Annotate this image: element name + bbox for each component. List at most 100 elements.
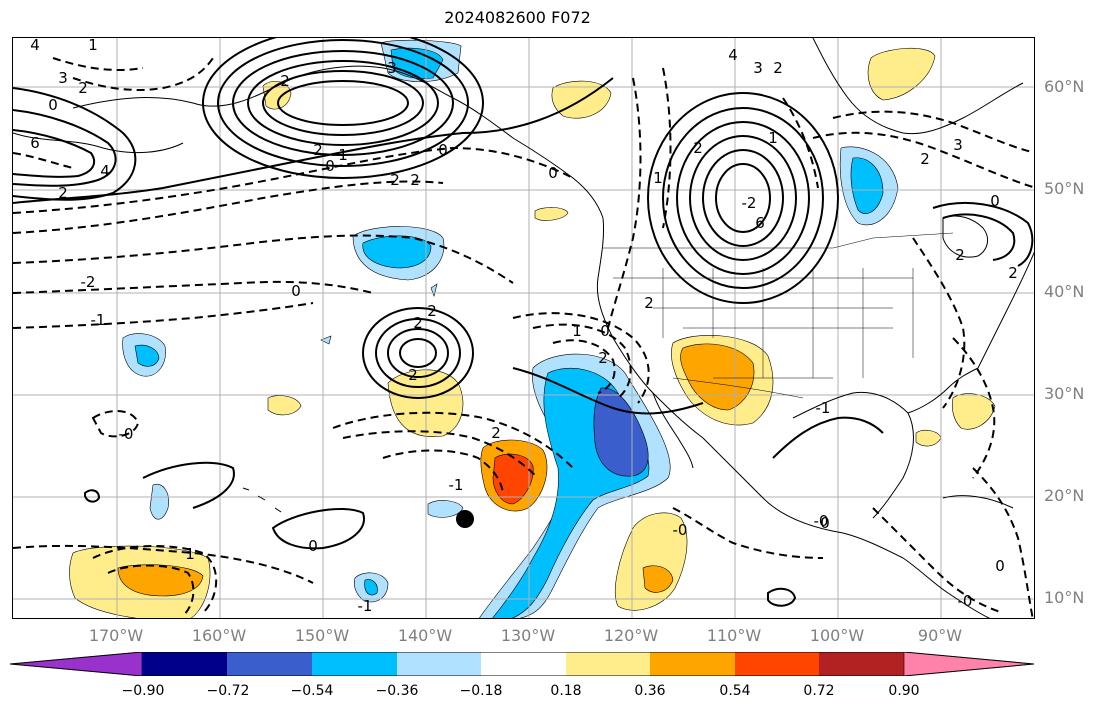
contour-small-loop-2 xyxy=(84,489,101,503)
contour-high-aleutian-4 xyxy=(247,60,439,146)
contour-label: 3 xyxy=(753,59,763,77)
contour-neg-7 xyxy=(92,545,218,614)
contour-neg-19 xyxy=(832,110,1034,154)
contour-label: 6 xyxy=(755,214,765,232)
contour-label: 0 xyxy=(308,537,318,555)
contour-high-aleutian-6 xyxy=(277,80,409,126)
colorbar-tick: −0.36 xyxy=(375,683,419,699)
contour-label: 0 xyxy=(990,192,1000,210)
lon-label-150w: 150°W xyxy=(294,626,350,645)
contour-long-1 xyxy=(13,77,614,204)
contour-label: -1 xyxy=(816,399,831,417)
contour-label: 2 xyxy=(955,246,965,264)
colorbar-tick: −0.90 xyxy=(121,683,165,699)
pos-anomaly-hawaii-south-core xyxy=(117,564,204,597)
contour-label: 4 xyxy=(100,162,110,180)
contour-high-aleutian-5 xyxy=(262,70,424,136)
contour-neg-5 xyxy=(13,302,314,329)
contour-label: -1 xyxy=(449,476,464,494)
contour-neg-23 xyxy=(872,507,1004,614)
map-canvas: 4 3 2 0 6 4 2 3 2 0 1 2 2 0 2 1 0 2 2 -2… xyxy=(13,38,1034,618)
contour-neg-22 xyxy=(972,467,1034,618)
contour-label: 1 xyxy=(185,545,195,563)
lon-label-90w: 90°W xyxy=(917,626,963,645)
contour-high-rockies-4 xyxy=(689,135,797,261)
contour-high-aleutian-1 xyxy=(202,38,484,179)
contour-neg-14 xyxy=(552,339,616,394)
contour-label: 4 xyxy=(30,38,40,54)
contour-label: 2 xyxy=(280,72,290,90)
colorbar-tick: 0.90 xyxy=(888,683,920,699)
contour-label: 3 xyxy=(387,59,397,77)
map-title: 2024082600 F072 xyxy=(444,8,591,27)
colorbar-tick: 0.72 xyxy=(803,683,835,699)
contour-label: 0 xyxy=(995,557,1005,575)
contour-neg-21 xyxy=(952,337,996,479)
contour-label: 3 xyxy=(58,69,68,87)
contour-label: 2 xyxy=(598,349,608,367)
contour-label: 2 xyxy=(313,141,323,159)
contour-label: 2 xyxy=(427,302,437,320)
lat-label-60n: 60°N xyxy=(1044,77,1085,96)
shaded-anomalies xyxy=(69,39,996,618)
neg-anomaly-small-c xyxy=(430,283,438,298)
contour-high-rockies-1 xyxy=(647,92,839,304)
contour-label: 0 xyxy=(438,141,448,159)
contour-label: -1 xyxy=(358,597,373,615)
pos-anomaly-aleutian xyxy=(262,80,292,110)
colorbar-tick: −0.54 xyxy=(290,683,334,699)
contour-east-1 xyxy=(772,416,884,459)
contour-label: 0 xyxy=(820,514,830,532)
contour-label: 1 xyxy=(768,129,778,147)
lon-label-170w: 170°W xyxy=(88,626,144,645)
contour-sub-1 xyxy=(512,367,704,415)
colorbar-bin-8 xyxy=(735,652,819,676)
west-coast-na xyxy=(596,217,904,559)
coastlines xyxy=(13,38,1034,618)
colorbar-bin-7 xyxy=(650,652,735,676)
contour-label: 2 xyxy=(920,150,930,168)
contour-label: 0 xyxy=(600,322,610,340)
contour-west-pac-3 xyxy=(13,129,96,178)
neg-anomaly-baja-plume-deep xyxy=(593,387,649,477)
pos-anomaly-bc-coast xyxy=(534,207,569,221)
contour-sub-3 xyxy=(271,507,365,550)
lon-label-120w: 120°W xyxy=(603,626,659,645)
lon-label-140w: 140°W xyxy=(397,626,453,645)
aleutian-chain xyxy=(13,132,184,154)
contour-sub-2 xyxy=(142,461,235,509)
contour-high-npac-4 xyxy=(399,338,437,368)
contour-label: 1 xyxy=(88,38,98,54)
contour-labels: 4 3 2 0 6 4 2 3 2 0 1 2 2 0 2 1 0 2 2 -2… xyxy=(30,38,1018,615)
colorbar-outline xyxy=(10,652,1035,676)
contour-neg-25 xyxy=(91,410,140,438)
contour-high-npac-1 xyxy=(362,307,474,399)
contour-neg-2 xyxy=(13,180,444,234)
lon-label-130w: 130°W xyxy=(500,626,556,645)
contour-label: -2 xyxy=(742,194,757,212)
solid-contours xyxy=(13,38,1034,607)
contour-neg-3 xyxy=(13,234,514,284)
colorbar-tick: −0.18 xyxy=(459,683,503,699)
contour-label: 2 xyxy=(491,424,501,442)
contour-label: -0 xyxy=(673,521,688,539)
contour-neg-24 xyxy=(672,507,824,559)
lat-label-50n: 50°N xyxy=(1044,179,1085,198)
colorbar-bin-10 xyxy=(903,652,1035,676)
colorbar-bin-9 xyxy=(819,652,904,676)
contour-neg-13 xyxy=(532,323,632,399)
contour-neg-1 xyxy=(13,146,574,214)
hudson-bay xyxy=(812,38,1024,135)
contour-label: 2 xyxy=(413,314,423,332)
contour-east-3 xyxy=(942,213,1016,261)
contour-label: 0 xyxy=(325,157,335,175)
pos-anomaly-eastpac-core xyxy=(642,565,674,593)
contour-neg-12 xyxy=(512,312,650,404)
central-america xyxy=(902,557,991,618)
east-coast xyxy=(977,251,1034,369)
map-frame: 4 3 2 0 6 4 2 3 2 0 1 2 2 0 2 1 0 2 2 -2… xyxy=(12,37,1035,619)
contour-high-rockies-3 xyxy=(676,121,810,275)
lon-label-100w: 100°W xyxy=(809,626,865,645)
contour-high-rockies-6 xyxy=(715,163,771,233)
contour-neg-9 xyxy=(332,411,574,469)
